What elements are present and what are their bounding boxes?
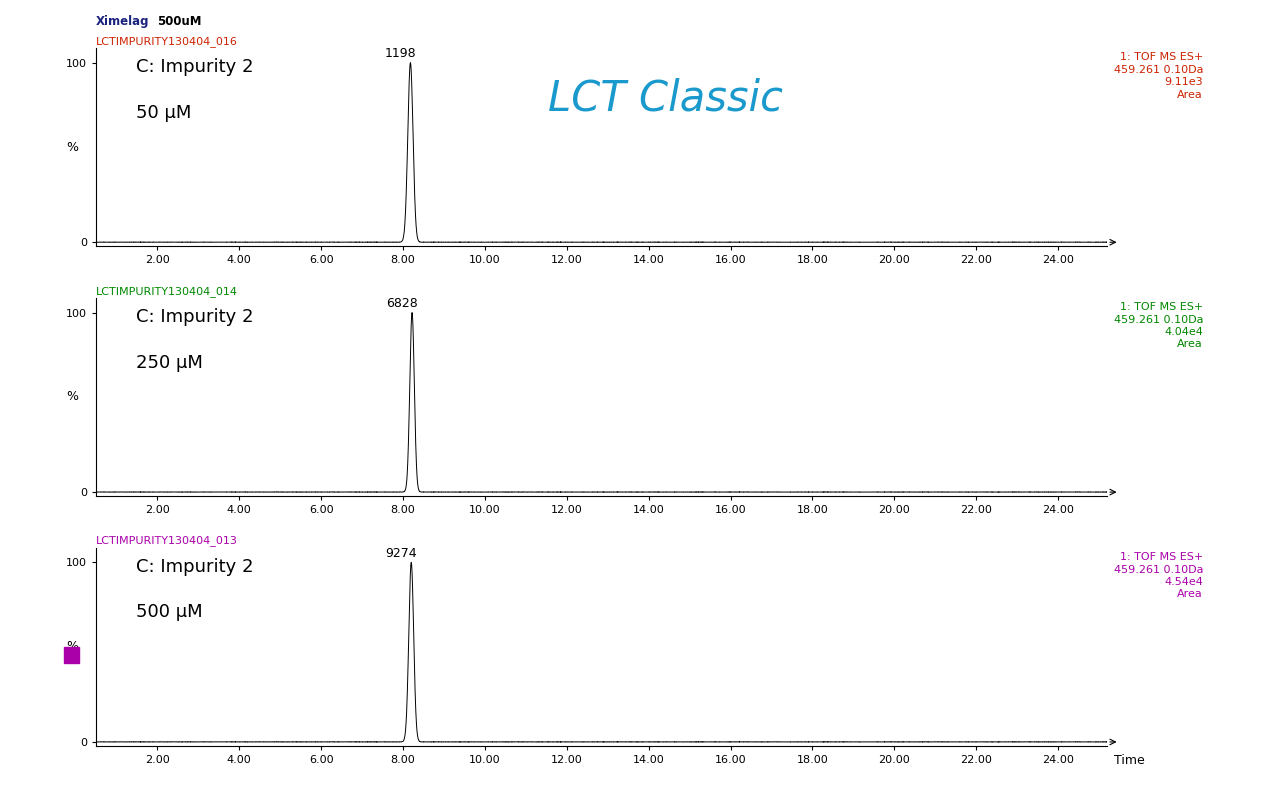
Text: 1198: 1198 [384,47,416,60]
Text: 1: TOF MS ES+
459.261 0.10Da
9.11e3
Area: 1: TOF MS ES+ 459.261 0.10Da 9.11e3 Area [1114,52,1203,100]
Text: 6828: 6828 [387,297,417,310]
Text: C: Impurity 2: C: Impurity 2 [137,558,253,576]
Text: 500 μM: 500 μM [137,604,204,621]
Text: Ximelag: Ximelag [96,15,150,28]
Text: %: % [65,140,78,154]
Text: 250 μM: 250 μM [137,354,204,372]
Text: LCT Classic: LCT Classic [548,78,783,120]
Text: 1: TOF MS ES+
459.261 0.10Da
4.54e4
Area: 1: TOF MS ES+ 459.261 0.10Da 4.54e4 Area [1114,552,1203,600]
Text: LCTIMPURITY130404_014: LCTIMPURITY130404_014 [96,285,238,297]
Text: C: Impurity 2: C: Impurity 2 [137,58,253,77]
Text: LCTIMPURITY130404_013: LCTIMPURITY130404_013 [96,535,238,546]
Text: C: Impurity 2: C: Impurity 2 [137,308,253,326]
Text: 1: TOF MS ES+
459.261 0.10Da
4.04e4
Area: 1: TOF MS ES+ 459.261 0.10Da 4.04e4 Area [1114,302,1203,350]
Text: %: % [65,390,78,404]
Text: Time: Time [1114,754,1144,767]
Text: LCTIMPURITY130404_016: LCTIMPURITY130404_016 [96,35,238,47]
Text: 9274: 9274 [385,546,417,559]
Text: %: % [65,640,78,654]
Text: 500uM: 500uM [157,15,202,28]
Text: 50 μM: 50 μM [137,104,192,122]
